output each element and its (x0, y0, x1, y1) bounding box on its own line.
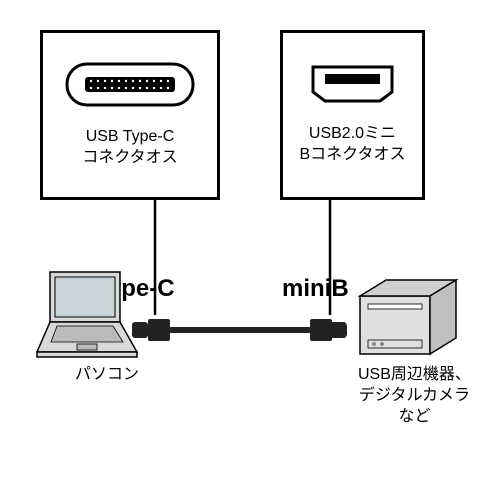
callout-right-line1: USB2.0ミニ (299, 124, 405, 145)
callout-type-c: USB Type-C コネクタオス (40, 30, 220, 200)
cable-label-mini-b: miniB (282, 275, 349, 303)
callout-label-left: USB Type-C コネクタオス (82, 127, 177, 169)
callout-right-line2: Bコネクタオス (299, 145, 405, 166)
device-label-laptop: パソコン (75, 365, 139, 386)
cable-icon (132, 315, 347, 345)
type-c-connector-icon (65, 62, 195, 112)
mini-b-connector-icon (310, 64, 395, 109)
hdd-icon (358, 278, 463, 363)
callout-left-line1: USB Type-C (82, 127, 177, 148)
device-label-hdd: USB周辺機器、 デジタルカメラ など (358, 365, 471, 427)
callout-left-line2: コネクタオス (82, 148, 177, 169)
callout-mini-b: USB2.0ミニ Bコネクタオス (280, 30, 425, 200)
device-right-line1: USB周辺機器、 (358, 365, 471, 386)
device-right-line3: など (358, 407, 471, 428)
laptop-icon (35, 270, 140, 365)
device-right-line2: デジタルカメラ (358, 386, 471, 407)
callout-label-right: USB2.0ミニ Bコネクタオス (299, 124, 405, 166)
